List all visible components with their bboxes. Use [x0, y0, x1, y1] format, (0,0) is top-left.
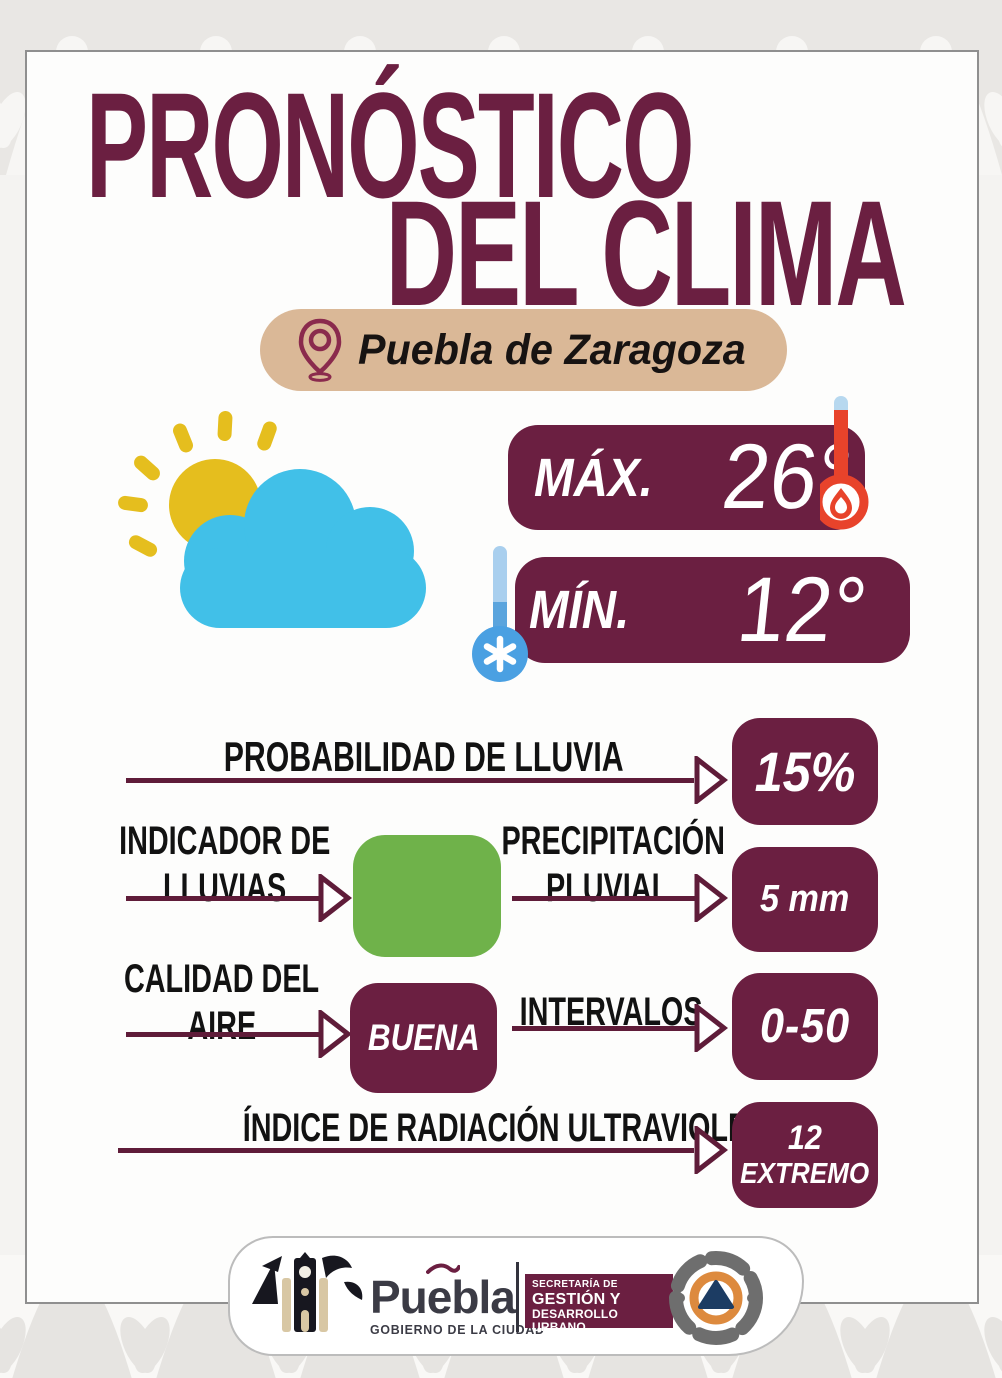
secretaria-line1: SECRETARÍA DE — [532, 1279, 618, 1290]
rain-probability-arrow — [126, 778, 694, 783]
page-title-line1: PRONÓSTICO — [86, 61, 694, 229]
max-temp-box: MÁX. 26° — [508, 425, 865, 530]
thermometer-hot-icon — [820, 396, 869, 530]
intervals-arrow — [512, 1026, 696, 1031]
uv-index-arrow — [118, 1148, 694, 1153]
rain-indicator-label: INDICADOR DE LLUVIAS — [119, 819, 331, 910]
rain-probability-value-box: 15% — [732, 718, 878, 825]
precipitation-arrow — [512, 896, 696, 901]
location-label: Puebla de Zaragoza — [358, 325, 746, 374]
civil-protection-emblem — [669, 1251, 763, 1345]
precipitation-value-box: 5 mm — [732, 847, 878, 952]
secretaria-line3: DESARROLLO URBANO — [532, 1307, 618, 1334]
arrow-head-icon — [318, 874, 352, 922]
secretaria-line2: GESTIÓN Y — [532, 1291, 621, 1308]
uv-index-value-box: 12 EXTREMO — [732, 1102, 878, 1208]
thermometer-cold-icon — [472, 546, 528, 682]
air-quality-label: CALIDAD DEL AIRE — [124, 957, 320, 1048]
location-pin-icon — [298, 318, 342, 382]
air-quality-arrow — [126, 1032, 320, 1037]
arrow-head-icon — [694, 1004, 728, 1052]
secretaria-box: SECRETARÍA DE GESTIÓN Y DESARROLLO URBAN… — [525, 1274, 673, 1334]
page-title-line2: DEL CLIMA — [385, 169, 907, 337]
arrow-head-icon — [694, 1126, 728, 1174]
intervals-value-box: 0-50 — [732, 973, 878, 1080]
precipitation-label: PRECIPITACIÓN PLUVIAL — [501, 819, 725, 910]
air-quality-value-box: BUENA — [350, 983, 497, 1093]
puebla-wordmark: Puebla — [370, 1271, 516, 1323]
arrow-head-icon — [694, 756, 728, 804]
rain-probability-label: PROBABILIDAD DE LLUVIA — [224, 733, 624, 780]
rain-indicator-arrow — [126, 896, 320, 901]
gobierno-subtitle: GOBIERNO DE LA CIUDAD — [370, 1322, 545, 1337]
min-temp-box: MÍN. 12° — [515, 557, 910, 663]
sun-behind-cloud-icon — [118, 411, 426, 628]
min-temp-value: 12° — [732, 558, 872, 661]
arrow-head-icon — [694, 874, 728, 922]
min-temp-label: MÍN. — [529, 580, 630, 640]
max-temp-label: MÁX. — [534, 447, 653, 508]
wordmark-accent-icon — [426, 1263, 460, 1274]
rain-indicator-status-box — [353, 835, 501, 957]
location-pill: Puebla de Zaragoza — [260, 309, 787, 391]
arrow-head-icon — [318, 1010, 352, 1058]
puebla-skyline-logo — [252, 1252, 363, 1332]
footer-divider — [516, 1262, 519, 1332]
uv-index-label: ÍNDICE DE RADIACIÓN ULTRAVIOLETA - UV — [242, 1106, 849, 1150]
footer-logo-bar: Puebla GOBIERNO DE LA CIUDAD SECRETARÍA … — [228, 1236, 804, 1356]
